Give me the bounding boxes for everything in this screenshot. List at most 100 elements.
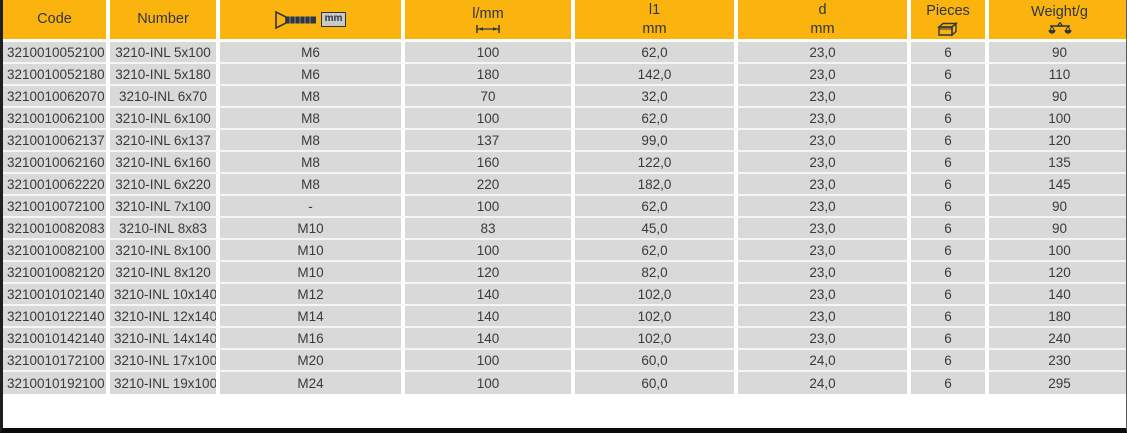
cell-thread: M8 <box>220 108 405 130</box>
table-row: 3210010072100 3210-INL 7x100-100 62,0 23,0 6… <box>3 196 1126 218</box>
cell-pieces: 6 <box>911 284 989 306</box>
cell-pieces: 6 <box>911 372 989 394</box>
spec-table: Code Number <box>3 0 1126 394</box>
cell-number: 3210-INL 17x100 <box>110 350 220 372</box>
cell-l: 160 <box>405 152 575 174</box>
table-row: 3210010062220 3210-INL 6x220 M8 220 182,0 23,… <box>3 174 1126 196</box>
cell-thread: M16 <box>220 328 405 350</box>
column-header-pieces: Pieces <box>911 0 989 42</box>
cell-number: 3210-INL 12x140 <box>110 306 220 328</box>
cell-d: 23,0 <box>738 196 911 218</box>
cell-thread: M10 <box>220 262 405 284</box>
cell-weight: 90 <box>989 42 1126 64</box>
cell-d: 23,0 <box>738 284 911 306</box>
cell-pieces: 6 <box>911 218 989 240</box>
cell-thread: M12 <box>220 284 405 306</box>
cell-thread: M10 <box>220 240 405 262</box>
cell-d: 23,0 <box>738 86 911 108</box>
column-label-d: d <box>818 1 827 18</box>
cell-weight: 140 <box>989 284 1126 306</box>
cell-weight: 110 <box>989 64 1126 86</box>
cell-number: 3210-INL 5x100 <box>110 42 220 64</box>
cell-l: 100 <box>405 240 575 262</box>
cell-code: 3210010062070 <box>3 86 110 108</box>
table-row: 3210010062070 3210-INL 6x70 M8 70 32,0 23,0 6 9… <box>3 86 1126 108</box>
table-row: 3210010062160 3210-INL 6x160 M8 160 122,0 23,… <box>3 152 1126 174</box>
carton-icon <box>937 21 959 37</box>
cell-l: 70 <box>405 86 575 108</box>
cell-thread: M20 <box>220 350 405 372</box>
cell-code: 3210010102140 <box>3 284 110 306</box>
cell-code: 3210010082083 <box>3 218 110 240</box>
cell-pieces: 6 <box>911 306 989 328</box>
cell-thread: M8 <box>220 86 405 108</box>
cell-l1: 182,0 <box>575 174 738 196</box>
cell-d: 24,0 <box>738 372 911 394</box>
cell-weight: 90 <box>989 218 1126 240</box>
cell-thread: M14 <box>220 306 405 328</box>
table-header: Code Number <box>3 0 1126 42</box>
header-row: Code Number <box>3 0 1126 42</box>
cell-number: 3210-INL 7x100 <box>110 196 220 218</box>
cell-code: 3210010122140 <box>3 306 110 328</box>
cell-pieces: 6 <box>911 64 989 86</box>
mm-unit-badge: mm <box>320 12 347 27</box>
column-header-thread: mm <box>220 0 405 42</box>
cell-l: 100 <box>405 42 575 64</box>
column-header-number: Number <box>110 0 220 42</box>
table-row: 3210010052180 3210-INL 5x180 M6 180 142,0 23,… <box>3 64 1126 86</box>
cell-number: 3210-INL 6x70 <box>110 86 220 108</box>
column-header-l: l/mm <box>405 0 575 42</box>
cell-l1: 32,0 <box>575 86 738 108</box>
column-label-l1: l1 <box>648 1 661 18</box>
cell-l1: 122,0 <box>575 152 738 174</box>
cell-code: 3210010192100 <box>3 372 110 394</box>
cell-weight: 120 <box>989 130 1126 152</box>
cell-d: 23,0 <box>738 152 911 174</box>
table-row: 3210010192100 3210-INL 19x100 M24 100 60,0 24… <box>3 372 1126 394</box>
cell-l1: 82,0 <box>575 262 738 284</box>
cell-code: 3210010082120 <box>3 262 110 284</box>
cell-thread: M8 <box>220 152 405 174</box>
cell-d: 23,0 <box>738 42 911 64</box>
cell-pieces: 6 <box>911 328 989 350</box>
cell-d: 24,0 <box>738 350 911 372</box>
cell-l: 137 <box>405 130 575 152</box>
column-header-l1: l1 mm <box>575 0 738 42</box>
cell-number: 3210-INL 14x140 <box>110 328 220 350</box>
cell-code: 3210010082100 <box>3 240 110 262</box>
table-row: 3210010122140 3210-INL 12x140 M14 140 102,0 2… <box>3 306 1126 328</box>
cell-l: 180 <box>405 64 575 86</box>
cell-pieces: 6 <box>911 350 989 372</box>
cell-number: 3210-INL 6x100 <box>110 108 220 130</box>
cell-l: 220 <box>405 174 575 196</box>
cell-code: 3210010062100 <box>3 108 110 130</box>
cell-pieces: 6 <box>911 196 989 218</box>
column-sublabel-d: mm <box>810 21 835 37</box>
table-row: 3210010172100 3210-INL 17x100 M20 100 60,0 24… <box>3 350 1126 372</box>
cell-l1: 62,0 <box>575 240 738 262</box>
cell-l: 100 <box>405 196 575 218</box>
cell-l: 100 <box>405 372 575 394</box>
cell-weight: 90 <box>989 196 1126 218</box>
cell-number: 3210-INL 8x100 <box>110 240 220 262</box>
cell-d: 23,0 <box>738 108 911 130</box>
cell-number: 3210-INL 6x160 <box>110 152 220 174</box>
column-label-weight: Weight/g <box>1031 3 1088 20</box>
cell-d: 23,0 <box>738 130 911 152</box>
cell-l1: 60,0 <box>575 372 738 394</box>
table-row: 3210010082120 3210-INL 8x120 M10 120 82,0 23,… <box>3 262 1126 284</box>
cell-pieces: 6 <box>911 42 989 64</box>
column-label-l: l/mm <box>472 5 504 22</box>
cell-l1: 142,0 <box>575 64 738 86</box>
column-label-number: Number <box>137 11 189 28</box>
cell-code: 3210010062160 <box>3 152 110 174</box>
cell-code: 3210010052180 <box>3 64 110 86</box>
cell-d: 23,0 <box>738 218 911 240</box>
cell-weight: 120 <box>989 262 1126 284</box>
table-body: 3210010052100 3210-INL 5x100 M6 100 62,0 23,0… <box>3 42 1126 394</box>
cell-l: 140 <box>405 328 575 350</box>
cell-l: 140 <box>405 284 575 306</box>
table-row: 3210010102140 3210-INL 10x140 M12 140 102,0 2… <box>3 284 1126 306</box>
cell-pieces: 6 <box>911 108 989 130</box>
